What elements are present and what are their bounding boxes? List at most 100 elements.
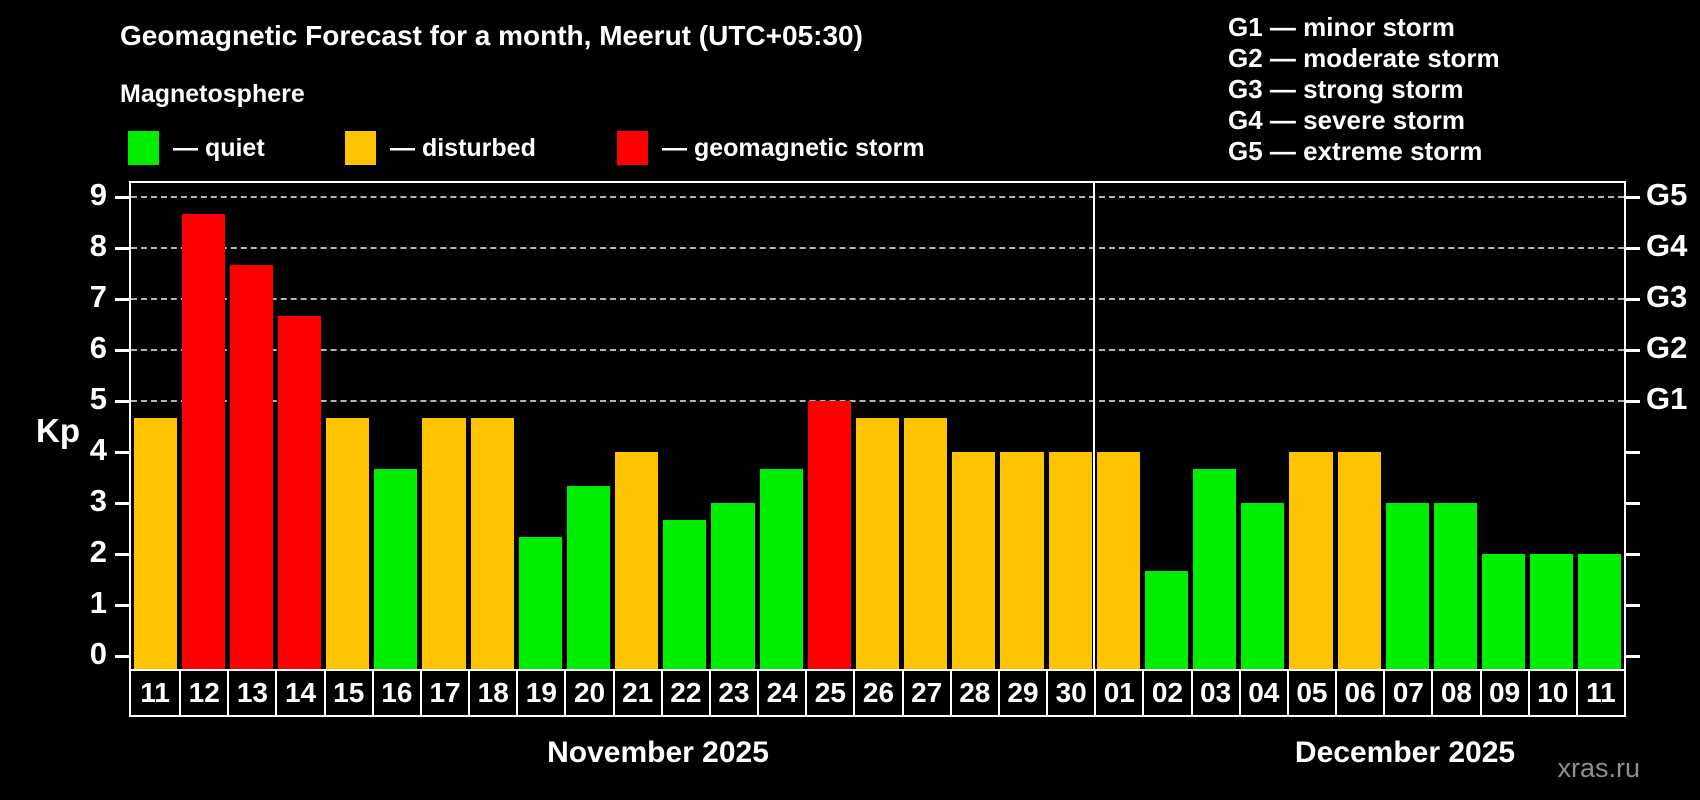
y-axis-label-3: 3 bbox=[89, 482, 107, 518]
kp-bar-day-12-nov bbox=[181, 214, 225, 669]
date-cell-12-nov: 12 bbox=[179, 671, 228, 715]
date-cell-07-dec: 07 bbox=[1383, 671, 1432, 715]
y-axis-label-0: 0 bbox=[89, 635, 107, 671]
storm-scale-line-g4: G4 — severe storm bbox=[1228, 105, 1466, 135]
kp-bar-day-29-nov bbox=[1000, 451, 1044, 669]
right-axis-label-g3: G3 bbox=[1646, 279, 1688, 315]
y-axis-label-4: 4 bbox=[89, 431, 107, 467]
kp-bar-day-28-nov bbox=[952, 451, 996, 669]
date-cell-15-nov: 15 bbox=[323, 671, 372, 715]
kp-bar-day-07-dec bbox=[1385, 502, 1429, 669]
kp-bar-day-16-nov bbox=[374, 468, 418, 669]
date-cell-05-dec: 05 bbox=[1286, 671, 1336, 715]
kp-bar-day-26-nov bbox=[855, 417, 900, 669]
date-cell-01-dec: 01 bbox=[1094, 671, 1143, 715]
right-axis-tick-2 bbox=[1626, 552, 1640, 556]
y-axis-label-8: 8 bbox=[89, 228, 107, 264]
date-cell-10-dec: 10 bbox=[1527, 671, 1576, 715]
storm-scale-line-g3: G3 — strong storm bbox=[1228, 74, 1464, 104]
right-axis-label-g5: G5 bbox=[1646, 177, 1688, 213]
date-cell-30-nov: 30 bbox=[1046, 671, 1095, 715]
date-cell-21-nov: 21 bbox=[612, 671, 661, 715]
left-axis-tick-4 bbox=[115, 450, 129, 454]
date-cell-14-nov: 14 bbox=[275, 671, 324, 715]
gridline-kp-8 bbox=[131, 247, 1624, 250]
y-axis-label-7: 7 bbox=[89, 279, 107, 315]
kp-bar-day-27-nov bbox=[904, 417, 948, 669]
right-axis-tick-4 bbox=[1626, 450, 1640, 454]
month-label-november: November 2025 bbox=[547, 736, 769, 769]
kp-bar-day-06-dec bbox=[1337, 451, 1381, 669]
right-axis-tick-0 bbox=[1626, 654, 1640, 658]
quiet-color-swatch bbox=[128, 131, 159, 165]
kp-bar-day-11-nov bbox=[133, 417, 177, 669]
y-axis-label-9: 9 bbox=[89, 177, 107, 213]
date-cell-27-nov: 27 bbox=[901, 671, 950, 715]
kp-bar-day-01-dec bbox=[1096, 451, 1140, 669]
date-cell-17-nov: 17 bbox=[419, 671, 469, 715]
date-cell-18-nov: 18 bbox=[468, 671, 517, 715]
legend-item-disturbed: — disturbed bbox=[345, 130, 536, 166]
legend-item-quiet: — quiet bbox=[128, 130, 265, 166]
date-cell-16-nov: 16 bbox=[371, 671, 420, 715]
right-axis-tick-6 bbox=[1626, 349, 1640, 353]
right-axis-tick-9 bbox=[1626, 196, 1640, 200]
kp-bar-day-03-dec bbox=[1193, 468, 1237, 669]
y-axis-label-6: 6 bbox=[89, 330, 107, 366]
left-axis-tick-9 bbox=[115, 196, 129, 200]
date-cell-11-nov: 11 bbox=[131, 671, 180, 715]
storm-scale-legend: G1 — minor storm G2 — moderate storm G3 … bbox=[1228, 12, 1500, 167]
date-cell-09-dec: 09 bbox=[1479, 671, 1528, 715]
y-axis-title: Kp bbox=[36, 412, 80, 449]
kp-bar-day-11-dec bbox=[1578, 553, 1622, 669]
gridline-kp-5 bbox=[131, 400, 1624, 403]
kp-bar-day-04-dec bbox=[1241, 502, 1285, 669]
legend-label: — quiet bbox=[173, 133, 265, 162]
storm-scale-line-g5: G5 — extreme storm bbox=[1228, 136, 1483, 166]
kp-bar-day-02-dec bbox=[1144, 570, 1189, 669]
month-divider-line bbox=[1093, 183, 1096, 669]
kp-bar-day-18-nov bbox=[470, 417, 514, 669]
kp-bar-day-15-nov bbox=[326, 417, 370, 669]
xras-watermark-link[interactable]: xras.ru bbox=[1557, 753, 1640, 783]
left-axis-tick-0 bbox=[115, 654, 129, 658]
kp-bar-day-22-nov bbox=[663, 519, 707, 669]
legend-label: — disturbed bbox=[390, 133, 536, 162]
kp-bar-day-09-dec bbox=[1482, 553, 1526, 669]
right-axis-label-g4: G4 bbox=[1646, 228, 1688, 264]
date-cell-24-nov: 24 bbox=[757, 671, 806, 715]
left-axis-tick-8 bbox=[115, 247, 129, 251]
right-axis-label-g2: G2 bbox=[1646, 330, 1688, 366]
kp-bar-day-08-dec bbox=[1433, 502, 1477, 669]
month-label-december: December 2025 bbox=[1294, 736, 1516, 769]
page-title: Geomagnetic Forecast for a month, Meerut… bbox=[120, 20, 863, 51]
storm-scale-line-g1: G1 — minor storm bbox=[1228, 12, 1455, 42]
left-axis-tick-2 bbox=[115, 552, 129, 556]
gridline-kp-7 bbox=[131, 298, 1624, 301]
plot-area bbox=[129, 181, 1626, 671]
left-axis-tick-3 bbox=[115, 501, 129, 505]
right-axis-tick-3 bbox=[1626, 501, 1640, 505]
storm-color-swatch bbox=[617, 131, 648, 165]
date-cell-04-dec: 04 bbox=[1238, 671, 1287, 715]
date-cell-29-nov: 29 bbox=[997, 671, 1047, 715]
left-axis-tick-6 bbox=[115, 349, 129, 353]
y-axis-label-1: 1 bbox=[89, 584, 107, 620]
left-axis-tick-7 bbox=[115, 298, 129, 302]
date-cell-03-dec: 03 bbox=[1190, 671, 1239, 715]
date-cell-20-nov: 20 bbox=[564, 671, 613, 715]
left-axis-tick-5 bbox=[115, 400, 129, 404]
legend-label: — geomagnetic storm bbox=[662, 133, 925, 162]
kp-bar-day-20-nov bbox=[566, 486, 611, 669]
date-cell-26-nov: 26 bbox=[853, 671, 902, 715]
kp-bar-day-17-nov bbox=[422, 417, 466, 669]
storm-scale-line-g2: G2 — moderate storm bbox=[1228, 43, 1500, 73]
kp-bar-day-05-dec bbox=[1289, 451, 1333, 669]
kp-bar-day-21-nov bbox=[615, 451, 659, 669]
date-cell-23-nov: 23 bbox=[708, 671, 758, 715]
date-cell-25-nov: 25 bbox=[805, 671, 854, 715]
kp-bar-day-30-nov bbox=[1048, 451, 1092, 669]
kp-bar-day-23-nov bbox=[711, 502, 755, 669]
right-axis-tick-5 bbox=[1626, 400, 1640, 404]
